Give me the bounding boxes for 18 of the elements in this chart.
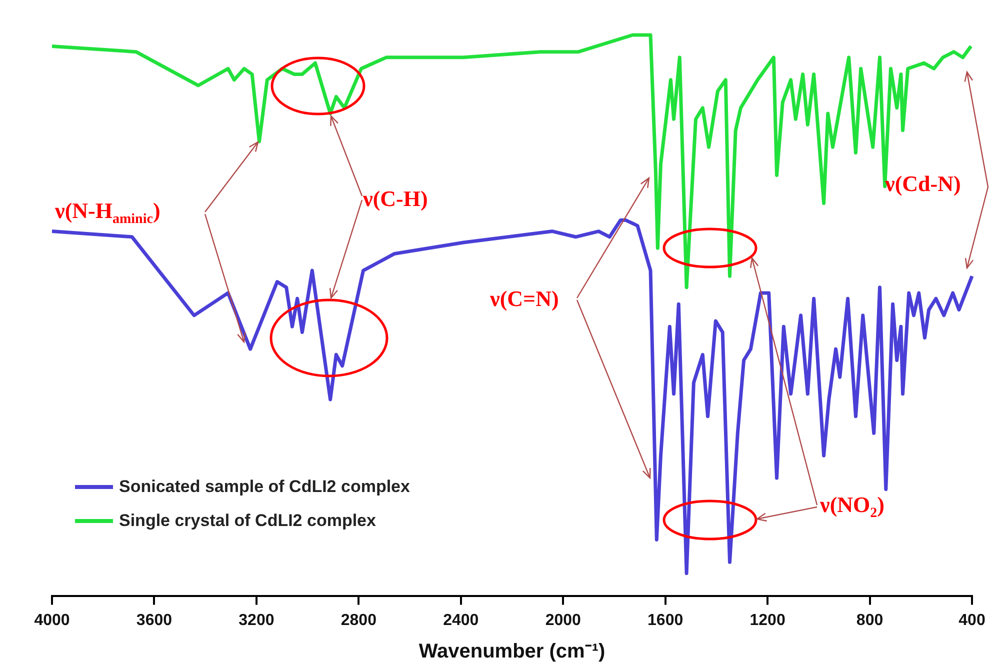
- legend-label: Single crystal of CdLI2 complex: [119, 511, 376, 531]
- x-tick-label: 1600: [648, 612, 684, 629]
- annotation: ν(C-H): [363, 186, 428, 211]
- annotation: ν(NO$_{2}$): [820, 492, 884, 521]
- x-tick-label: 3200: [238, 612, 274, 629]
- x-tick-label: 2400: [443, 612, 479, 629]
- annotation: ν(N-H$_{aminic}$): [55, 198, 160, 227]
- x-tick-label: 400: [958, 612, 986, 629]
- annotation: ν(C=N): [490, 286, 559, 311]
- legend-label: Sonicated sample of CdLI2 complex: [119, 477, 410, 497]
- x-axis-title: Wavenumber (cm⁻¹): [418, 640, 606, 663]
- x-tick-label: 2000: [545, 612, 582, 629]
- x-tick-label: 2800: [340, 612, 377, 629]
- x-tick-label: 800: [856, 612, 884, 629]
- x-tick-label: 3600: [136, 612, 172, 629]
- x-tick-label: 4000: [34, 612, 70, 629]
- x-tick-label: 1200: [750, 612, 786, 629]
- annotation: ν(Cd-N): [885, 171, 961, 196]
